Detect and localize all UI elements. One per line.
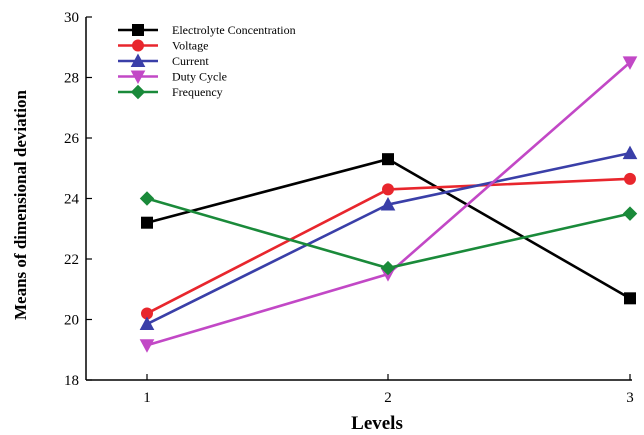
legend-marker <box>130 53 146 67</box>
x-axis-title: Levels <box>351 413 403 434</box>
y-tick-label: 24 <box>64 192 80 208</box>
legend-label: Duty Cycle <box>172 70 227 84</box>
data-point-electrolyte-concentration <box>141 216 153 229</box>
data-point-frequency <box>139 191 155 206</box>
data-point-frequency <box>622 206 638 221</box>
legend-item-electrolyte-concentration: Electrolyte Concentration <box>118 23 296 37</box>
series-frequency <box>139 191 638 276</box>
legend-label: Electrolyte Concentration <box>172 23 296 37</box>
y-tick-label: 26 <box>64 131 80 147</box>
data-point-voltage <box>382 183 394 196</box>
x-tick-label: 1 <box>143 390 151 406</box>
legend-marker <box>130 84 146 100</box>
legend-item-voltage: Voltage <box>118 39 208 53</box>
data-point-duty-cycle <box>139 339 155 353</box>
x-ticks: 1 2 3 <box>143 374 634 406</box>
data-point-electrolyte-concentration <box>624 292 636 305</box>
legend-item-current: Current <box>118 53 209 68</box>
y-tick-label: 20 <box>64 313 79 329</box>
legend-label: Voltage <box>172 39 208 53</box>
data-point-duty-cycle <box>622 56 638 70</box>
data-point-electrolyte-concentration <box>382 153 394 166</box>
series-voltage <box>141 172 636 320</box>
data-point-frequency <box>380 260 396 276</box>
legend-marker <box>132 39 144 52</box>
y-ticks: 18 20 22 24 26 28 30 <box>64 10 92 389</box>
y-tick-label: 30 <box>64 10 79 26</box>
series-electrolyte-concentration <box>141 153 636 305</box>
data-point-current <box>622 145 638 160</box>
legend-item-duty-cycle: Duty Cycle <box>118 70 227 85</box>
axes <box>85 17 632 381</box>
series-line-current <box>146 151 631 326</box>
x-tick-label: 2 <box>384 390 392 406</box>
data-point-current <box>380 197 396 211</box>
series-current <box>139 145 638 331</box>
y-tick-label: 22 <box>64 252 79 268</box>
legend-label: Frequency <box>172 85 223 99</box>
y-axis-title: Means of dimensional deviation <box>11 89 30 320</box>
legend-label: Current <box>172 54 209 68</box>
legend-item-frequency: Frequency <box>118 84 223 100</box>
legend-marker <box>132 24 144 36</box>
data-point-current <box>139 316 155 331</box>
plot-area <box>139 56 638 353</box>
x-tick-label: 3 <box>626 390 634 406</box>
legend-marker <box>130 70 146 85</box>
y-tick-label: 28 <box>64 71 79 87</box>
y-tick-label: 18 <box>64 373 79 389</box>
data-point-voltage <box>624 172 636 185</box>
